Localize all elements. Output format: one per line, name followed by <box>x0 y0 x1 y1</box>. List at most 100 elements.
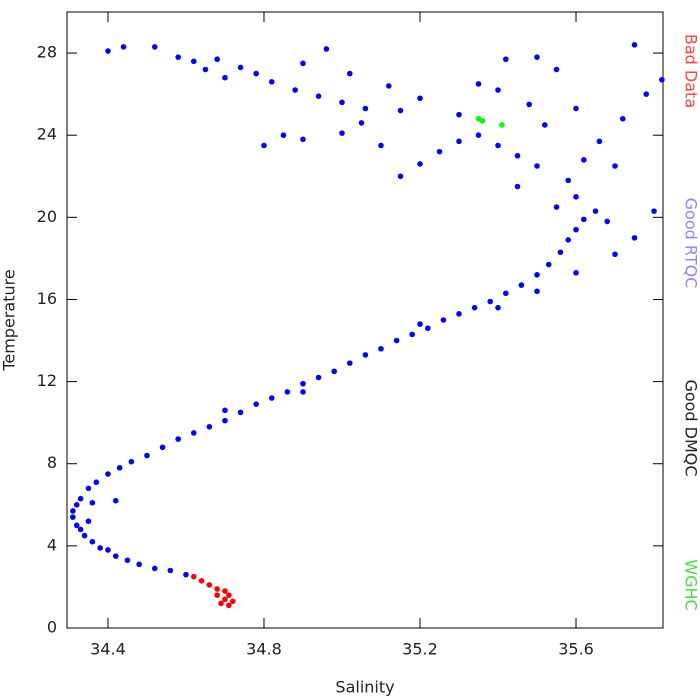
x-tick-label: 34.8 <box>246 640 282 659</box>
point <box>495 87 501 93</box>
point <box>471 304 478 311</box>
y-axis-label: Temperature <box>0 269 19 371</box>
point <box>456 311 462 317</box>
point <box>573 194 579 200</box>
point <box>190 58 197 65</box>
point <box>183 571 189 578</box>
point <box>495 142 501 149</box>
point <box>261 142 267 149</box>
point <box>268 79 275 85</box>
point <box>214 592 220 598</box>
point <box>222 74 228 81</box>
point <box>534 54 540 60</box>
point <box>620 115 626 122</box>
point <box>417 95 423 102</box>
point <box>226 592 232 598</box>
point <box>222 417 228 424</box>
y-tick-label: 8 <box>47 453 57 472</box>
point <box>553 204 560 210</box>
point <box>300 136 306 143</box>
point <box>112 553 119 559</box>
point <box>643 91 650 97</box>
point <box>631 235 638 241</box>
point <box>514 183 521 190</box>
legend-entry: Good DMQC <box>682 379 700 476</box>
point <box>229 598 236 605</box>
point <box>70 508 76 514</box>
point <box>518 282 525 288</box>
point <box>499 122 505 128</box>
legend-entry: WGHC <box>682 559 700 610</box>
point <box>409 331 415 338</box>
point <box>362 352 369 358</box>
point <box>315 93 322 99</box>
point <box>565 237 572 243</box>
point <box>253 401 259 407</box>
point <box>116 465 123 471</box>
point <box>73 502 80 508</box>
point <box>346 70 353 77</box>
point <box>206 582 213 588</box>
point <box>218 600 224 607</box>
point <box>503 290 509 297</box>
point <box>73 522 80 529</box>
point <box>479 118 486 124</box>
point <box>151 44 158 50</box>
point <box>77 495 84 502</box>
point <box>190 430 197 436</box>
point <box>651 208 657 214</box>
point <box>77 526 84 533</box>
point <box>268 395 275 401</box>
point <box>456 138 462 145</box>
point <box>237 64 244 71</box>
point <box>573 105 579 112</box>
point <box>144 452 150 459</box>
point <box>534 288 540 295</box>
point <box>397 173 404 180</box>
x-tick-label: 35.6 <box>558 640 594 659</box>
point <box>604 218 611 225</box>
point <box>487 298 494 305</box>
point <box>553 66 560 73</box>
y-tick-label: 12 <box>37 371 57 390</box>
point <box>581 216 587 223</box>
point <box>573 269 579 276</box>
point <box>456 111 462 118</box>
point <box>397 107 404 114</box>
point <box>97 545 103 551</box>
point <box>315 374 322 381</box>
point <box>385 83 392 89</box>
point <box>300 380 306 387</box>
point <box>596 138 603 145</box>
point <box>424 325 431 332</box>
point <box>362 105 369 112</box>
point <box>440 317 447 323</box>
point <box>190 573 197 580</box>
point <box>85 518 92 525</box>
point <box>253 70 259 77</box>
plot-frame <box>66 11 664 629</box>
point <box>128 458 135 465</box>
point <box>526 101 533 108</box>
point <box>542 122 548 128</box>
point <box>112 497 119 504</box>
point <box>436 148 443 155</box>
point <box>226 602 232 609</box>
x-tick-label: 35.2 <box>402 640 438 659</box>
point <box>206 423 213 430</box>
point <box>339 130 345 136</box>
point <box>573 226 579 233</box>
y-tick-label: 0 <box>47 618 57 637</box>
point <box>175 436 181 442</box>
legend-entry: Bad Data <box>682 34 700 108</box>
x-tick-label: 34.4 <box>90 640 126 659</box>
legend-entry: Good RTQC <box>682 198 700 289</box>
point <box>89 538 96 545</box>
point <box>545 261 552 268</box>
point <box>85 485 92 492</box>
point <box>175 54 181 60</box>
point <box>534 272 540 278</box>
y-tick-label: 28 <box>37 43 57 62</box>
point <box>292 87 298 93</box>
